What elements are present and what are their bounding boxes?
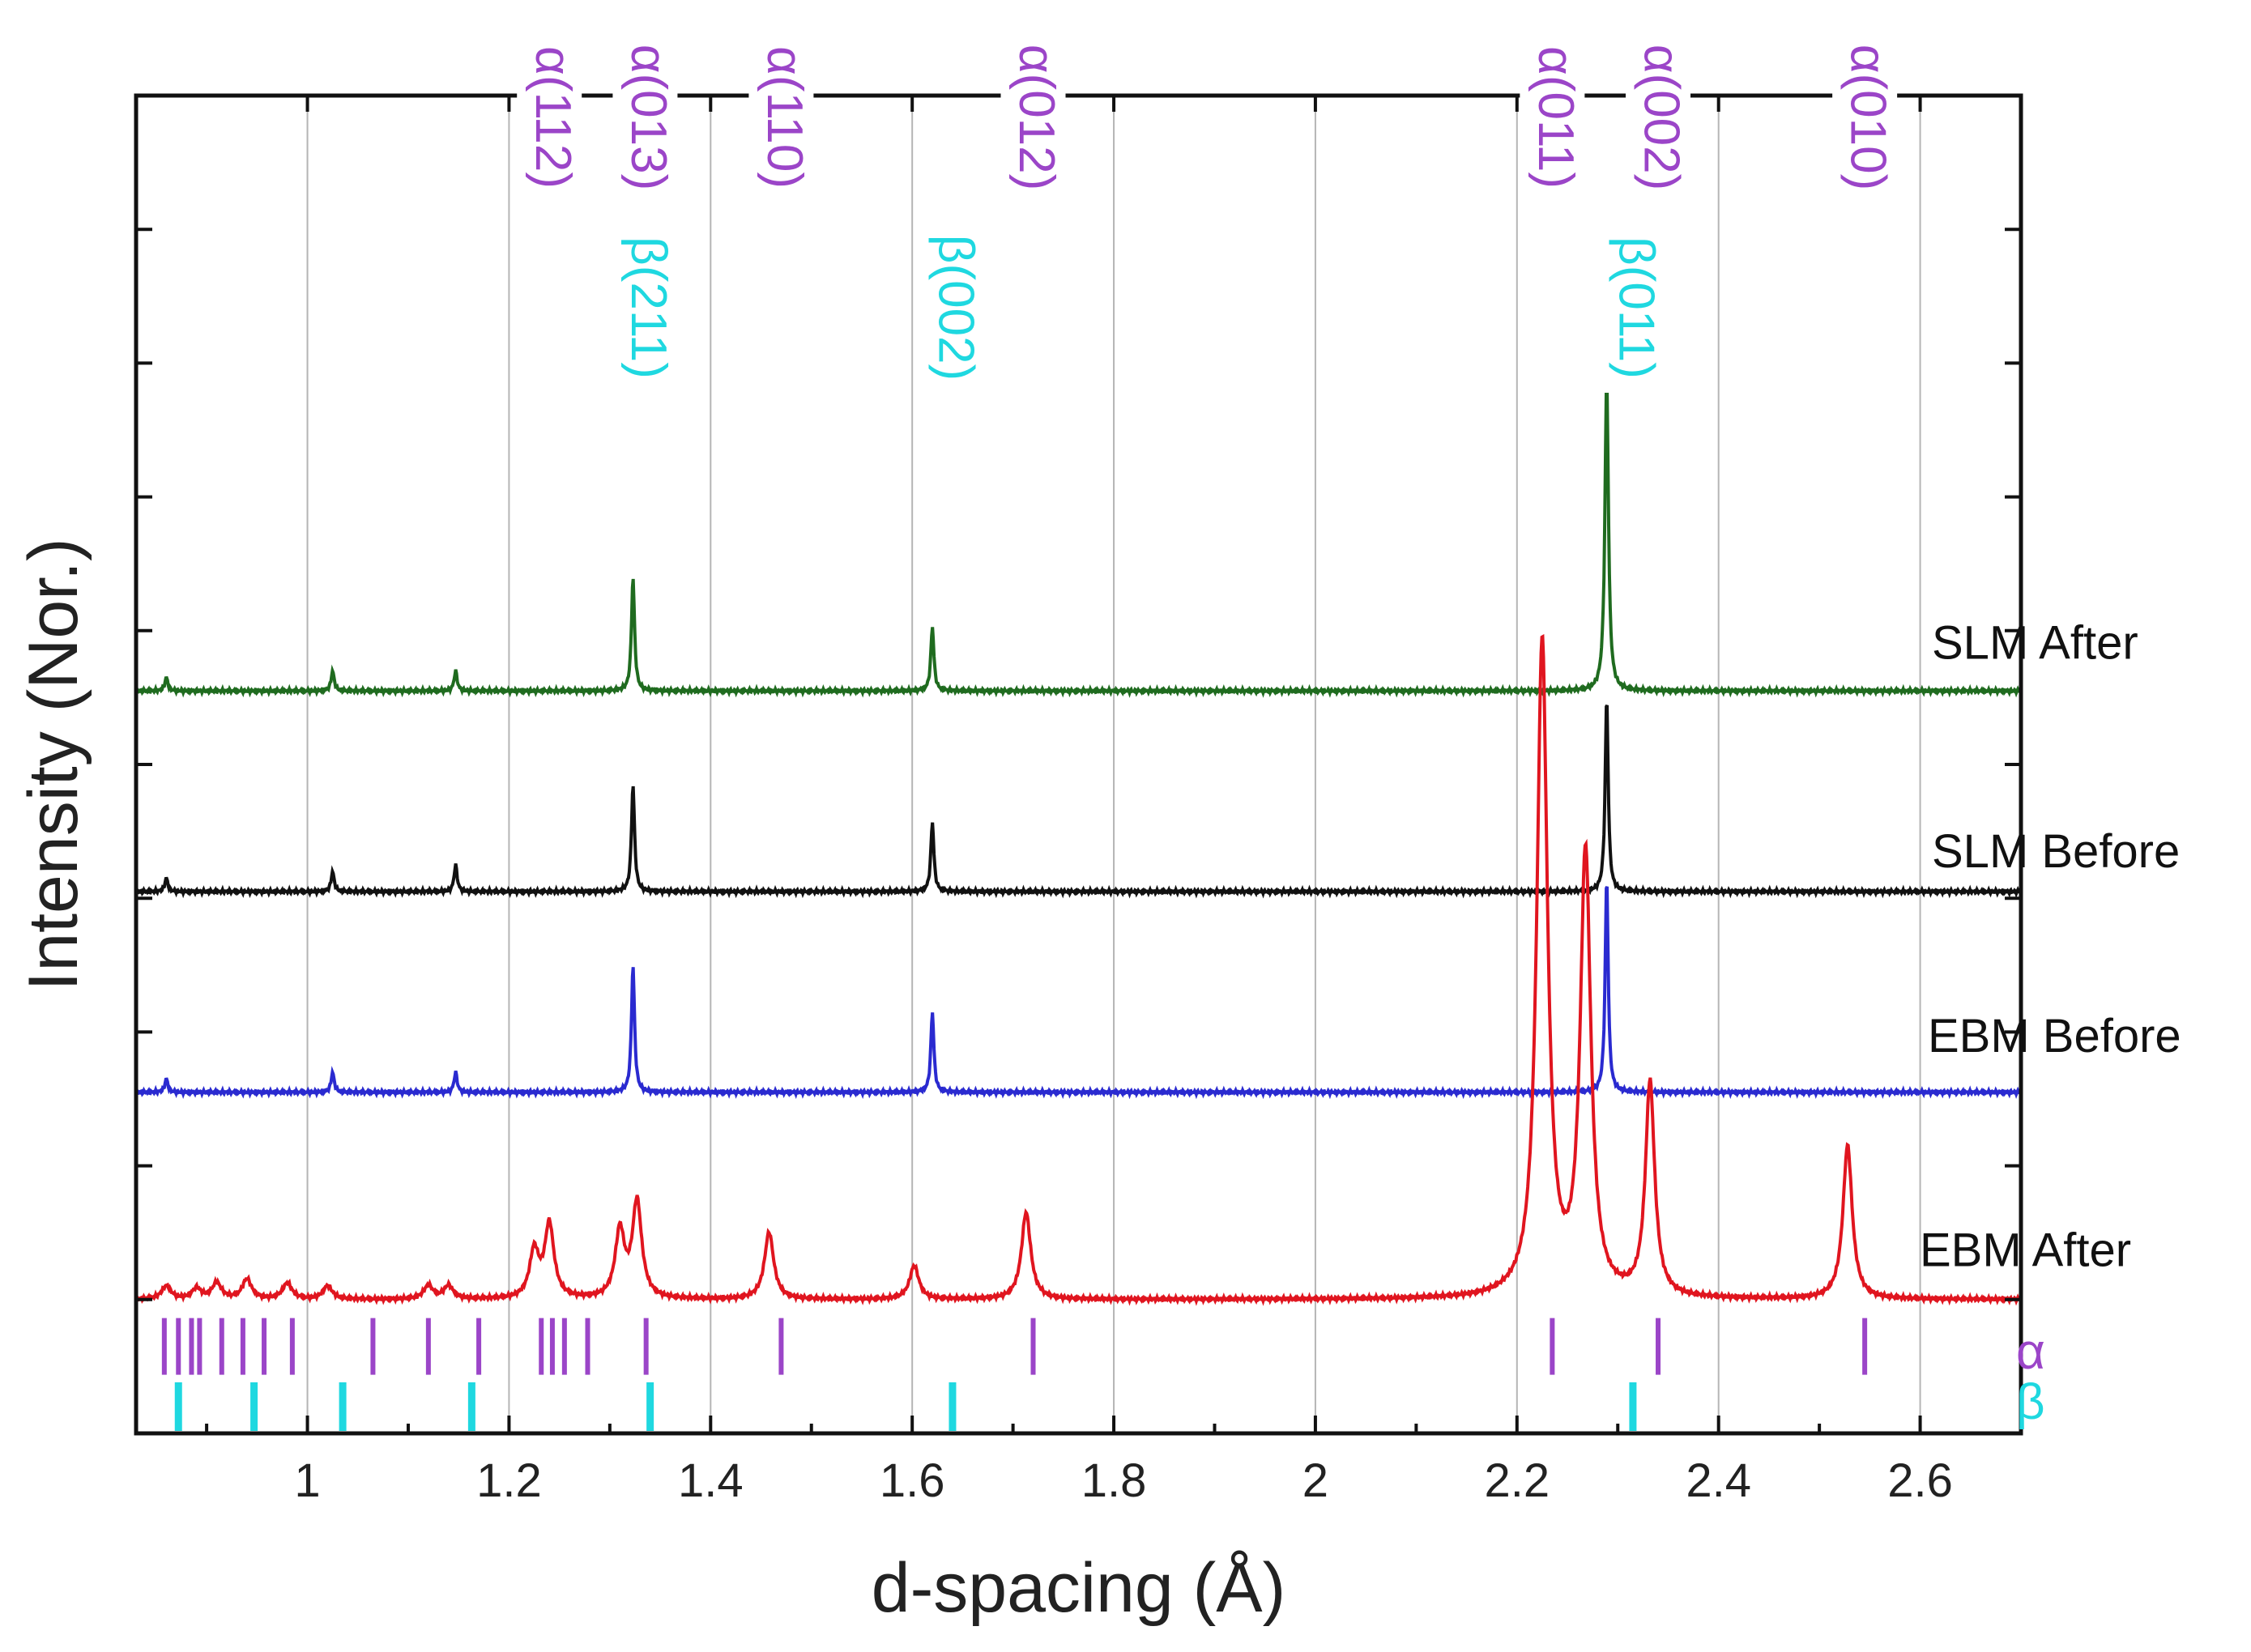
x-tick-label: 2 bbox=[1302, 1454, 1328, 1507]
x-tick-label: 1.4 bbox=[678, 1454, 744, 1507]
peak-labels: α(112) α(013) α(110) α(012) α(011) α(002) α(01… bbox=[517, 28, 2045, 1430]
peak-label: β(211) bbox=[620, 236, 676, 379]
peak-label-bg bbox=[612, 223, 678, 393]
peak-label-bg bbox=[748, 28, 814, 206]
axis-ticks: 1 1.2 1.4 1.6 1.8 2 2.2 2.4 2.6 bbox=[136, 94, 2021, 1507]
reference-markers bbox=[161, 1318, 1868, 1431]
x-tick-label: 2.4 bbox=[1686, 1454, 1751, 1507]
series-label: SLM Before bbox=[1932, 825, 2180, 878]
x-tick-label: 1.6 bbox=[880, 1454, 945, 1507]
peak-label: α(013) bbox=[620, 45, 676, 191]
series-label: SLM After bbox=[1932, 616, 2138, 669]
x-axis-title: d-spacing (Å) bbox=[872, 1549, 1285, 1627]
grid bbox=[306, 96, 1921, 1433]
peak-label: α(110) bbox=[757, 46, 812, 189]
series-label: EBM Before bbox=[1928, 1010, 2181, 1062]
x-tick-label: 2.2 bbox=[1484, 1454, 1550, 1507]
x-tick-label: 2.6 bbox=[1887, 1454, 1953, 1507]
peak-label-bg bbox=[919, 223, 985, 393]
peak-label-bg bbox=[612, 28, 678, 206]
legend-glyph: α bbox=[2016, 1324, 2045, 1380]
peak-label: α(012) bbox=[1008, 45, 1064, 191]
plot-frame bbox=[134, 93, 2023, 1436]
series-line bbox=[134, 705, 2023, 899]
peak-label: β(011) bbox=[1609, 236, 1665, 379]
x-tick-label: 1 bbox=[294, 1454, 320, 1507]
x-tick-label: 1.2 bbox=[476, 1454, 542, 1507]
series-line bbox=[134, 633, 2023, 1306]
peak-label: β(002) bbox=[928, 235, 984, 381]
series-line bbox=[134, 385, 2023, 698]
peak-label: α(010) bbox=[1840, 45, 1896, 191]
peak-label: α(002) bbox=[1634, 45, 1690, 191]
y-axis-title: Intensity (Nor.) bbox=[15, 538, 92, 990]
peak-label: α(112) bbox=[525, 46, 581, 189]
peak-label-bg bbox=[1600, 223, 1665, 393]
x-tick-label: 1.8 bbox=[1081, 1454, 1147, 1507]
peak-label-bg bbox=[1520, 28, 1585, 206]
peak-label-bg bbox=[1626, 28, 1691, 206]
peak-label-bg bbox=[1832, 28, 1898, 206]
series-label: EBM After bbox=[1920, 1224, 2131, 1277]
peak-label: α(011) bbox=[1528, 46, 1584, 189]
legend-glyph: β bbox=[2016, 1374, 2045, 1430]
series-line bbox=[134, 886, 2023, 1100]
series-labels: SLM After SLM Before EBM Before EBM After bbox=[1920, 616, 2181, 1276]
peak-label-bg bbox=[517, 28, 582, 206]
peak-label-bg bbox=[1000, 28, 1066, 206]
series-group bbox=[134, 385, 2023, 1306]
